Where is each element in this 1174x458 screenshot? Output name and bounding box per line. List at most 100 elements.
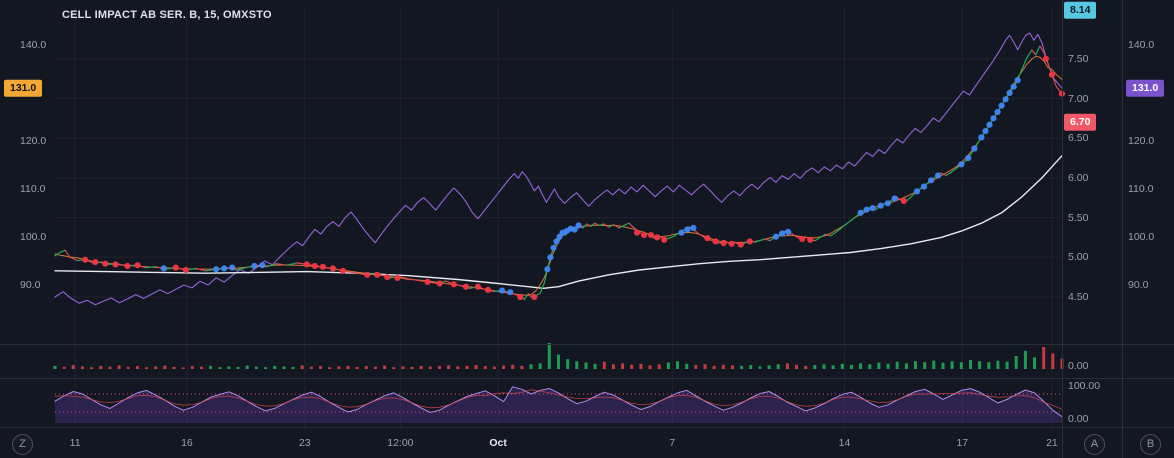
volume-bar xyxy=(346,365,350,369)
blue-signal-dot xyxy=(547,254,554,261)
price-axis-tick[interactable]: 5.00 xyxy=(1068,251,1089,264)
left-axis-tick[interactable]: 120.0 xyxy=(20,134,47,147)
volume-bar xyxy=(914,361,917,369)
volume-bar xyxy=(71,365,75,369)
left-axis-tick[interactable]: 100.0 xyxy=(20,230,47,243)
volume-bar xyxy=(795,364,798,369)
left-axis-tick[interactable]: 140.0 xyxy=(20,38,47,51)
oscillator-line xyxy=(54,386,1063,418)
red-signal-dot xyxy=(172,264,179,271)
time-axis-label[interactable]: 21 xyxy=(1046,437,1058,449)
blue-signal-dot xyxy=(772,233,780,240)
volume-bar xyxy=(950,361,954,369)
scale-b-button[interactable]: B xyxy=(1140,434,1161,455)
price-axis-tick[interactable]: 5.50 xyxy=(1068,211,1089,224)
compare-line xyxy=(54,32,1063,306)
far-right-axis-tick[interactable]: 90.0 xyxy=(1128,278,1149,291)
volume-bar xyxy=(666,362,670,369)
blue-signal-dot xyxy=(877,202,884,209)
volume-bar xyxy=(190,366,194,369)
red-signal-dot xyxy=(531,293,538,301)
volume-bar xyxy=(868,364,872,369)
volume-bar xyxy=(767,365,771,369)
white-ma-line xyxy=(54,154,1063,289)
volume-bar xyxy=(520,365,524,369)
volume-bar xyxy=(685,363,689,369)
blue-signal-dot xyxy=(678,229,685,236)
price-axis-tick[interactable]: 4.50 xyxy=(1068,290,1089,303)
time-axis-label[interactable]: 7 xyxy=(669,437,676,449)
volume-bar xyxy=(676,361,679,369)
volume-bar xyxy=(337,366,341,369)
time-axis-label[interactable]: 16 xyxy=(181,437,193,449)
volume-bar xyxy=(126,366,130,369)
time-axis-label[interactable]: 17 xyxy=(956,437,969,449)
far-right-axis-tick[interactable]: 110.0 xyxy=(1128,182,1154,195)
volume-bar xyxy=(309,366,313,369)
price-axis-tick[interactable]: 7.00 xyxy=(1068,92,1089,105)
red-signal-dot xyxy=(900,197,908,204)
volume-bar xyxy=(730,365,734,369)
far-right-axis-tick[interactable]: 140.0 xyxy=(1128,38,1155,51)
red-signal-dot xyxy=(720,239,727,247)
time-axis-label[interactable]: Oct xyxy=(489,437,507,449)
price-axis-tick[interactable]: 6.00 xyxy=(1068,171,1089,184)
time-axis-label[interactable]: 23 xyxy=(298,437,311,449)
blue-signal-dot xyxy=(553,238,560,245)
blue-signal-dot xyxy=(1014,77,1021,84)
volume-bar xyxy=(1005,361,1009,369)
blue-signal-dot xyxy=(785,228,792,235)
blue-signal-dot xyxy=(544,266,551,273)
price-axis-tick[interactable]: 6.50 xyxy=(1068,131,1089,144)
volume-bar xyxy=(547,343,551,369)
time-axis-label[interactable]: 11 xyxy=(69,437,81,449)
volume-bar xyxy=(849,364,853,369)
blue-signal-dot xyxy=(160,265,167,272)
oscillator-axis-tick[interactable]: 0.00 xyxy=(1068,412,1089,425)
volume-bar xyxy=(502,365,506,369)
far-right-axis-tick[interactable]: 100.0 xyxy=(1128,230,1155,243)
volume-bar xyxy=(511,364,515,369)
red-signal-dot xyxy=(319,263,326,270)
blue-signal-dot xyxy=(857,209,864,216)
scale-a-button[interactable]: A xyxy=(1084,434,1105,455)
volume-bar xyxy=(822,364,826,369)
left-axis-badge: 131.0 xyxy=(4,79,43,97)
red-signal-dot xyxy=(311,262,318,270)
volume-bar xyxy=(364,366,368,369)
time-axis-label[interactable]: 12:00 xyxy=(387,437,414,449)
volume-bar xyxy=(978,361,982,369)
left-axis-tick[interactable]: 90.0 xyxy=(20,278,41,291)
volume-bar xyxy=(245,365,249,369)
blue-signal-dot xyxy=(863,206,870,213)
zoom-z-button[interactable]: Z xyxy=(12,434,33,455)
volume-bar xyxy=(99,365,103,369)
volume-axis-tick[interactable]: 0.00 xyxy=(1068,359,1089,372)
volume-bar xyxy=(895,361,899,369)
volume-bar xyxy=(904,363,908,369)
price-badge-high: 8.14 xyxy=(1064,1,1097,19)
blue-signal-dot xyxy=(920,183,928,190)
fast-ma-line xyxy=(54,55,1063,296)
far-right-axis-tick[interactable]: 120.0 xyxy=(1128,134,1155,147)
red-signal-dot xyxy=(648,232,655,239)
blue-signal-dot xyxy=(690,224,697,231)
time-axis-label[interactable]: 14 xyxy=(838,437,851,449)
red-signal-dot xyxy=(394,274,401,281)
volume-bar xyxy=(465,365,469,369)
oscillator-axis-tick[interactable]: 100.00 xyxy=(1068,379,1101,392)
red-signal-dot xyxy=(134,262,141,269)
red-signal-dot xyxy=(124,262,131,270)
symbol-title: CELL IMPACT AB SER. B, 15, OMXSTO xyxy=(62,9,272,21)
blue-signal-dot xyxy=(1006,89,1013,96)
volume-bar xyxy=(355,366,359,369)
price-axis-tick[interactable]: 7.50 xyxy=(1068,52,1089,65)
volume-bar xyxy=(53,365,57,369)
volume-bar xyxy=(813,365,817,369)
volume-bar xyxy=(941,362,945,369)
volume-bar xyxy=(529,364,533,369)
blue-signal-dot xyxy=(251,262,258,270)
left-axis-tick[interactable]: 110.0 xyxy=(20,182,46,195)
